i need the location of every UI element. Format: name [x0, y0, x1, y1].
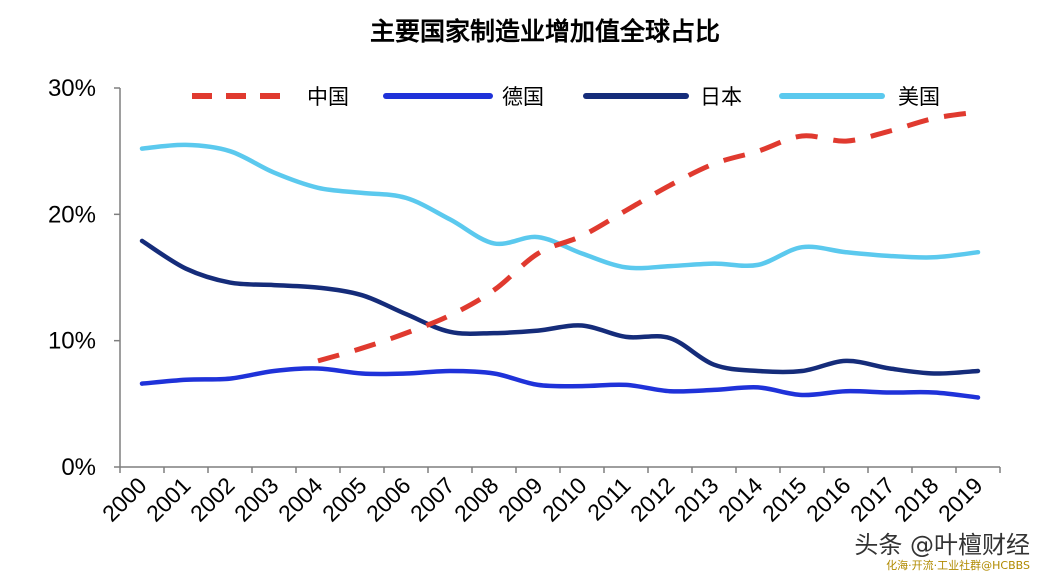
x-tick-label: 2005 — [317, 472, 372, 527]
x-tick-label: 2002 — [185, 472, 240, 527]
legend: 中国 德国 日本 美国 — [192, 85, 940, 109]
legend-label: 中国 — [307, 85, 349, 109]
x-tick-label: 2018 — [889, 472, 944, 527]
x-tick-label: 2012 — [625, 472, 680, 527]
y-tick-label: 30% — [48, 75, 96, 102]
x-tick-label: 2007 — [405, 472, 460, 527]
legend-label: 美国 — [898, 85, 940, 109]
x-tick-label: 2001 — [141, 472, 196, 527]
y-tick-label: 10% — [48, 328, 96, 355]
x-tick-label: 2017 — [845, 472, 900, 527]
watermark-text: 头条 @叶檀财经 — [854, 531, 1030, 559]
x-tick-label: 2010 — [537, 472, 592, 527]
x-tick-label: 2019 — [933, 472, 988, 527]
y-tick-label: 0% — [61, 454, 96, 481]
series-line-3 — [139, 238, 981, 376]
x-tick-label: 2014 — [713, 472, 768, 527]
x-tick-label: 2006 — [361, 472, 416, 527]
series-layer — [139, 109, 981, 400]
x-tick-label: 2008 — [449, 472, 504, 527]
x-tick-label: 2015 — [757, 472, 812, 527]
legend-label: 日本 — [700, 85, 742, 109]
y-tick-label: 20% — [48, 201, 96, 228]
x-tick-label: 2013 — [669, 472, 724, 527]
x-tick-label: 2016 — [801, 472, 856, 527]
x-tick-label: 2011 — [582, 472, 635, 525]
watermark-subtext: 化海·开流·工业社群@HCBBS — [886, 558, 1030, 572]
x-tick-label: 2003 — [229, 472, 284, 527]
chart-title: 主要国家制造业增加值全球占比 — [370, 17, 720, 46]
series-line-2 — [139, 366, 981, 400]
x-tick-label: 2004 — [273, 472, 328, 527]
axes: 0%10%20%30%20002001200220032004200520062… — [48, 75, 1001, 527]
x-tick-label: 2000 — [97, 472, 152, 527]
series-line-4 — [139, 142, 981, 271]
legend-label: 德国 — [502, 85, 544, 109]
x-tick-label: 2009 — [493, 472, 548, 527]
series-line-1 — [317, 109, 979, 364]
